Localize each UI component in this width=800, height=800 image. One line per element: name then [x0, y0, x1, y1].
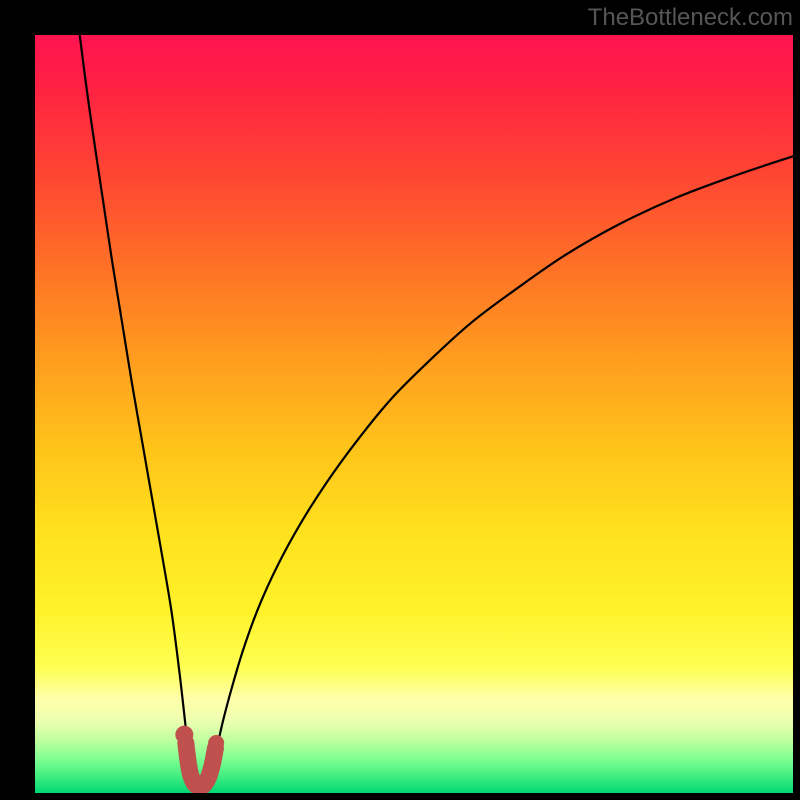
watermark-text: TheBottleneck.com [588, 4, 793, 32]
bottleneck-chart [0, 0, 800, 800]
chart-gradient-background [35, 35, 793, 793]
optimum-marker-dot-left [175, 726, 193, 744]
optimum-marker-dot-right [208, 735, 224, 751]
